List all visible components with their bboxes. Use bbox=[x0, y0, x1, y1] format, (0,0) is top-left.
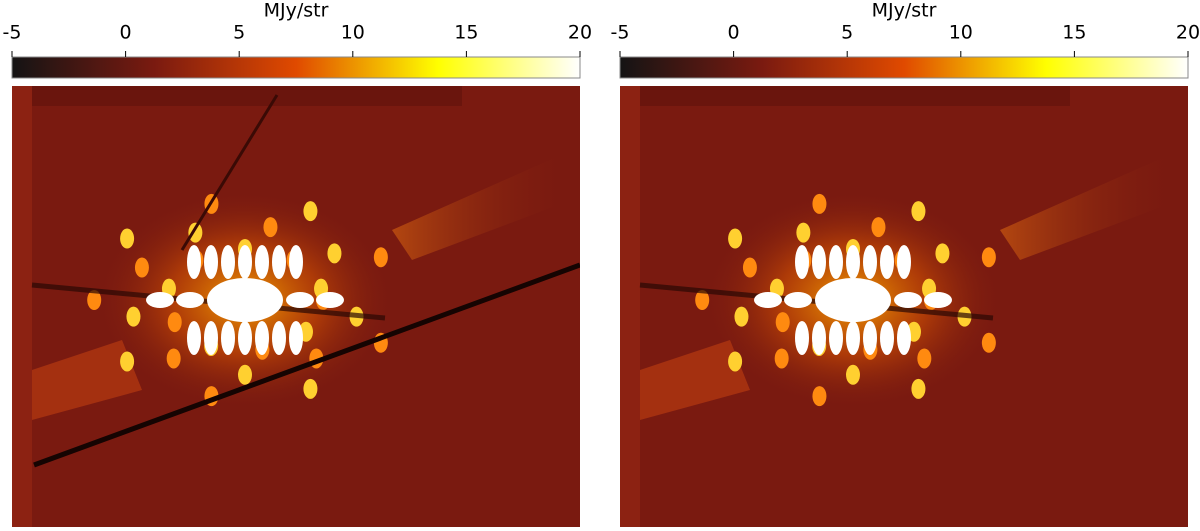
core-lobe bbox=[863, 245, 877, 279]
colorbar-tick-label: 15 bbox=[454, 22, 478, 44]
colorbar-tick-label: 0 bbox=[728, 22, 740, 44]
core-lobe bbox=[924, 292, 952, 308]
image-edge bbox=[12, 86, 32, 527]
core-lobe bbox=[146, 292, 174, 308]
core-lobe bbox=[880, 245, 894, 279]
speckle bbox=[188, 222, 203, 243]
core-lobe bbox=[846, 321, 860, 355]
speckle bbox=[812, 193, 827, 214]
core-lobe bbox=[187, 245, 201, 279]
speckle bbox=[775, 312, 790, 333]
core-lobe bbox=[812, 245, 826, 279]
core-lobe bbox=[754, 292, 782, 308]
core-lobe bbox=[812, 321, 826, 355]
speckle bbox=[871, 217, 886, 238]
colorbar-tick-label: 5 bbox=[841, 22, 853, 44]
colorbar-tick-label: -5 bbox=[3, 22, 22, 44]
colorbar-tick-label: 15 bbox=[1062, 22, 1086, 44]
core-lobe bbox=[897, 245, 911, 279]
speckle bbox=[303, 378, 318, 399]
core-lobe bbox=[894, 292, 922, 308]
core-lobe bbox=[204, 321, 218, 355]
core-lobe bbox=[829, 245, 843, 279]
speckle bbox=[134, 257, 149, 278]
disk-band bbox=[32, 340, 142, 420]
core bbox=[207, 278, 283, 322]
speckle bbox=[87, 290, 102, 310]
core bbox=[815, 278, 891, 322]
colorbar-tick-label: 10 bbox=[949, 22, 973, 44]
colorbar-tick-label: -5 bbox=[611, 22, 630, 44]
core-lobe bbox=[784, 292, 812, 308]
core-lobe bbox=[176, 292, 204, 308]
speckle bbox=[728, 351, 743, 372]
core-lobe bbox=[289, 321, 303, 355]
colorbar-label: MJy/str bbox=[872, 0, 937, 22]
satellite-trail bbox=[33, 262, 580, 468]
speckle bbox=[327, 243, 342, 264]
speckle bbox=[911, 201, 926, 222]
colorbar-tick-label: 5 bbox=[233, 22, 245, 44]
speckle bbox=[742, 257, 757, 278]
core-lobe bbox=[187, 321, 201, 355]
core-lobe bbox=[221, 245, 235, 279]
speckle bbox=[126, 306, 141, 327]
core-lobe bbox=[316, 292, 344, 308]
colorbar bbox=[11, 56, 581, 79]
image-panel bbox=[12, 86, 580, 527]
speckle bbox=[238, 364, 252, 385]
core-lobe bbox=[238, 321, 252, 355]
core-lobe bbox=[272, 245, 286, 279]
disk-band bbox=[1000, 150, 1180, 260]
speckle bbox=[812, 386, 827, 407]
core-lobe bbox=[897, 321, 911, 355]
core-lobe bbox=[289, 245, 303, 279]
colorbar-tick-label: 20 bbox=[568, 22, 592, 44]
speckle bbox=[796, 222, 811, 243]
speckle bbox=[263, 217, 278, 238]
core-lobe bbox=[286, 292, 314, 308]
core-lobe bbox=[863, 321, 877, 355]
image-upper bbox=[640, 86, 1070, 106]
core-lobe bbox=[221, 321, 235, 355]
speckle bbox=[120, 351, 135, 372]
speckle bbox=[846, 364, 860, 385]
core-lobe bbox=[795, 321, 809, 355]
speckle bbox=[167, 312, 182, 333]
core-lobe bbox=[846, 245, 860, 279]
core-lobe bbox=[255, 245, 269, 279]
core-lobe bbox=[272, 321, 286, 355]
satellite-trail bbox=[180, 94, 279, 251]
speckle bbox=[166, 348, 181, 369]
colorbar-label: MJy/str bbox=[264, 0, 329, 22]
colorbar-tick-label: 0 bbox=[120, 22, 132, 44]
core-lobe bbox=[255, 321, 269, 355]
core-lobe bbox=[829, 321, 843, 355]
disk-band bbox=[640, 340, 750, 420]
speckle bbox=[981, 247, 996, 268]
core-lobe bbox=[795, 245, 809, 279]
image-edge bbox=[620, 86, 640, 527]
colorbar-tick-label: 20 bbox=[1176, 22, 1200, 44]
image-upper bbox=[32, 86, 462, 106]
colorbar bbox=[619, 56, 1189, 79]
speckle bbox=[911, 378, 926, 399]
speckle bbox=[774, 348, 789, 369]
speckle bbox=[303, 201, 318, 222]
speckle bbox=[917, 348, 932, 369]
disk-band bbox=[392, 150, 572, 260]
speckle bbox=[981, 332, 996, 353]
core-lobe bbox=[204, 245, 218, 279]
image-panel bbox=[620, 86, 1188, 527]
speckle bbox=[728, 228, 743, 249]
speckle bbox=[695, 290, 710, 310]
speckle bbox=[734, 306, 749, 327]
core-lobe bbox=[880, 321, 894, 355]
speckle bbox=[373, 247, 388, 268]
speckle bbox=[935, 243, 950, 264]
speckle bbox=[120, 228, 135, 249]
colorbar-tick-label: 10 bbox=[341, 22, 365, 44]
core-lobe bbox=[238, 245, 252, 279]
